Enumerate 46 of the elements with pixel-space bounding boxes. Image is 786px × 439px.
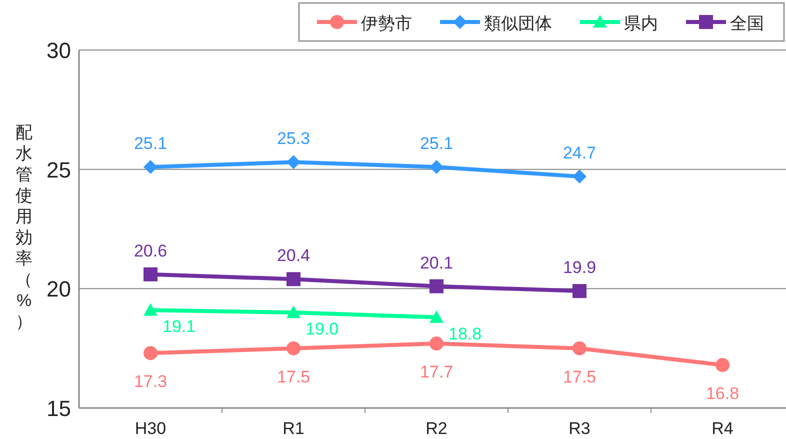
x-tick-label: R2 — [426, 419, 448, 438]
data-label: 25.1 — [420, 134, 454, 153]
data-label: 17.7 — [420, 362, 454, 382]
data-label: 17.5 — [562, 367, 596, 386]
point — [286, 306, 300, 318]
data-label: 20.4 — [276, 246, 310, 266]
legend-label: 県内 — [624, 14, 658, 33]
point — [430, 279, 444, 294]
data-label: 19.1 — [162, 317, 196, 336]
point — [716, 358, 730, 372]
point — [430, 336, 444, 351]
point — [430, 310, 444, 323]
data-label: 16.8 — [706, 384, 740, 404]
x-tick-label: H30 — [134, 419, 166, 438]
data-label: 19.9 — [562, 258, 596, 278]
data-label: 20.1 — [420, 253, 454, 272]
data-label: 18.8 — [448, 324, 482, 344]
point — [572, 341, 586, 356]
point — [144, 160, 158, 174]
point — [572, 284, 586, 298]
point — [286, 272, 300, 286]
legend-label: 伊勢市 — [361, 14, 412, 33]
data-label: 17.5 — [276, 367, 310, 386]
x-tick-label: R1 — [282, 419, 304, 438]
y-tick-label: 30 — [46, 38, 71, 63]
y-tick-label: 25 — [46, 157, 71, 182]
text: 配水管使用効率（%） — [16, 123, 32, 331]
point — [286, 155, 300, 170]
data-label: 25.1 — [134, 134, 168, 153]
point — [572, 169, 586, 184]
legend-label: 類似団体 — [484, 14, 552, 33]
point — [144, 346, 158, 360]
data-label: 19.0 — [306, 320, 339, 339]
point — [144, 303, 158, 316]
point — [144, 267, 158, 282]
y-tick-label: 20 — [46, 276, 71, 302]
legend-label: 全国 — [730, 14, 764, 33]
x-tick-label: R4 — [712, 419, 734, 438]
point — [286, 341, 300, 356]
point — [430, 160, 444, 174]
data-label: 20.6 — [134, 241, 168, 260]
x-tick-label: R3 — [568, 419, 590, 438]
data-label: 24.7 — [562, 143, 596, 162]
y-tick-label: 15 — [46, 396, 71, 421]
data-label: 17.3 — [134, 372, 168, 392]
data-label: 25.3 — [276, 129, 310, 148]
